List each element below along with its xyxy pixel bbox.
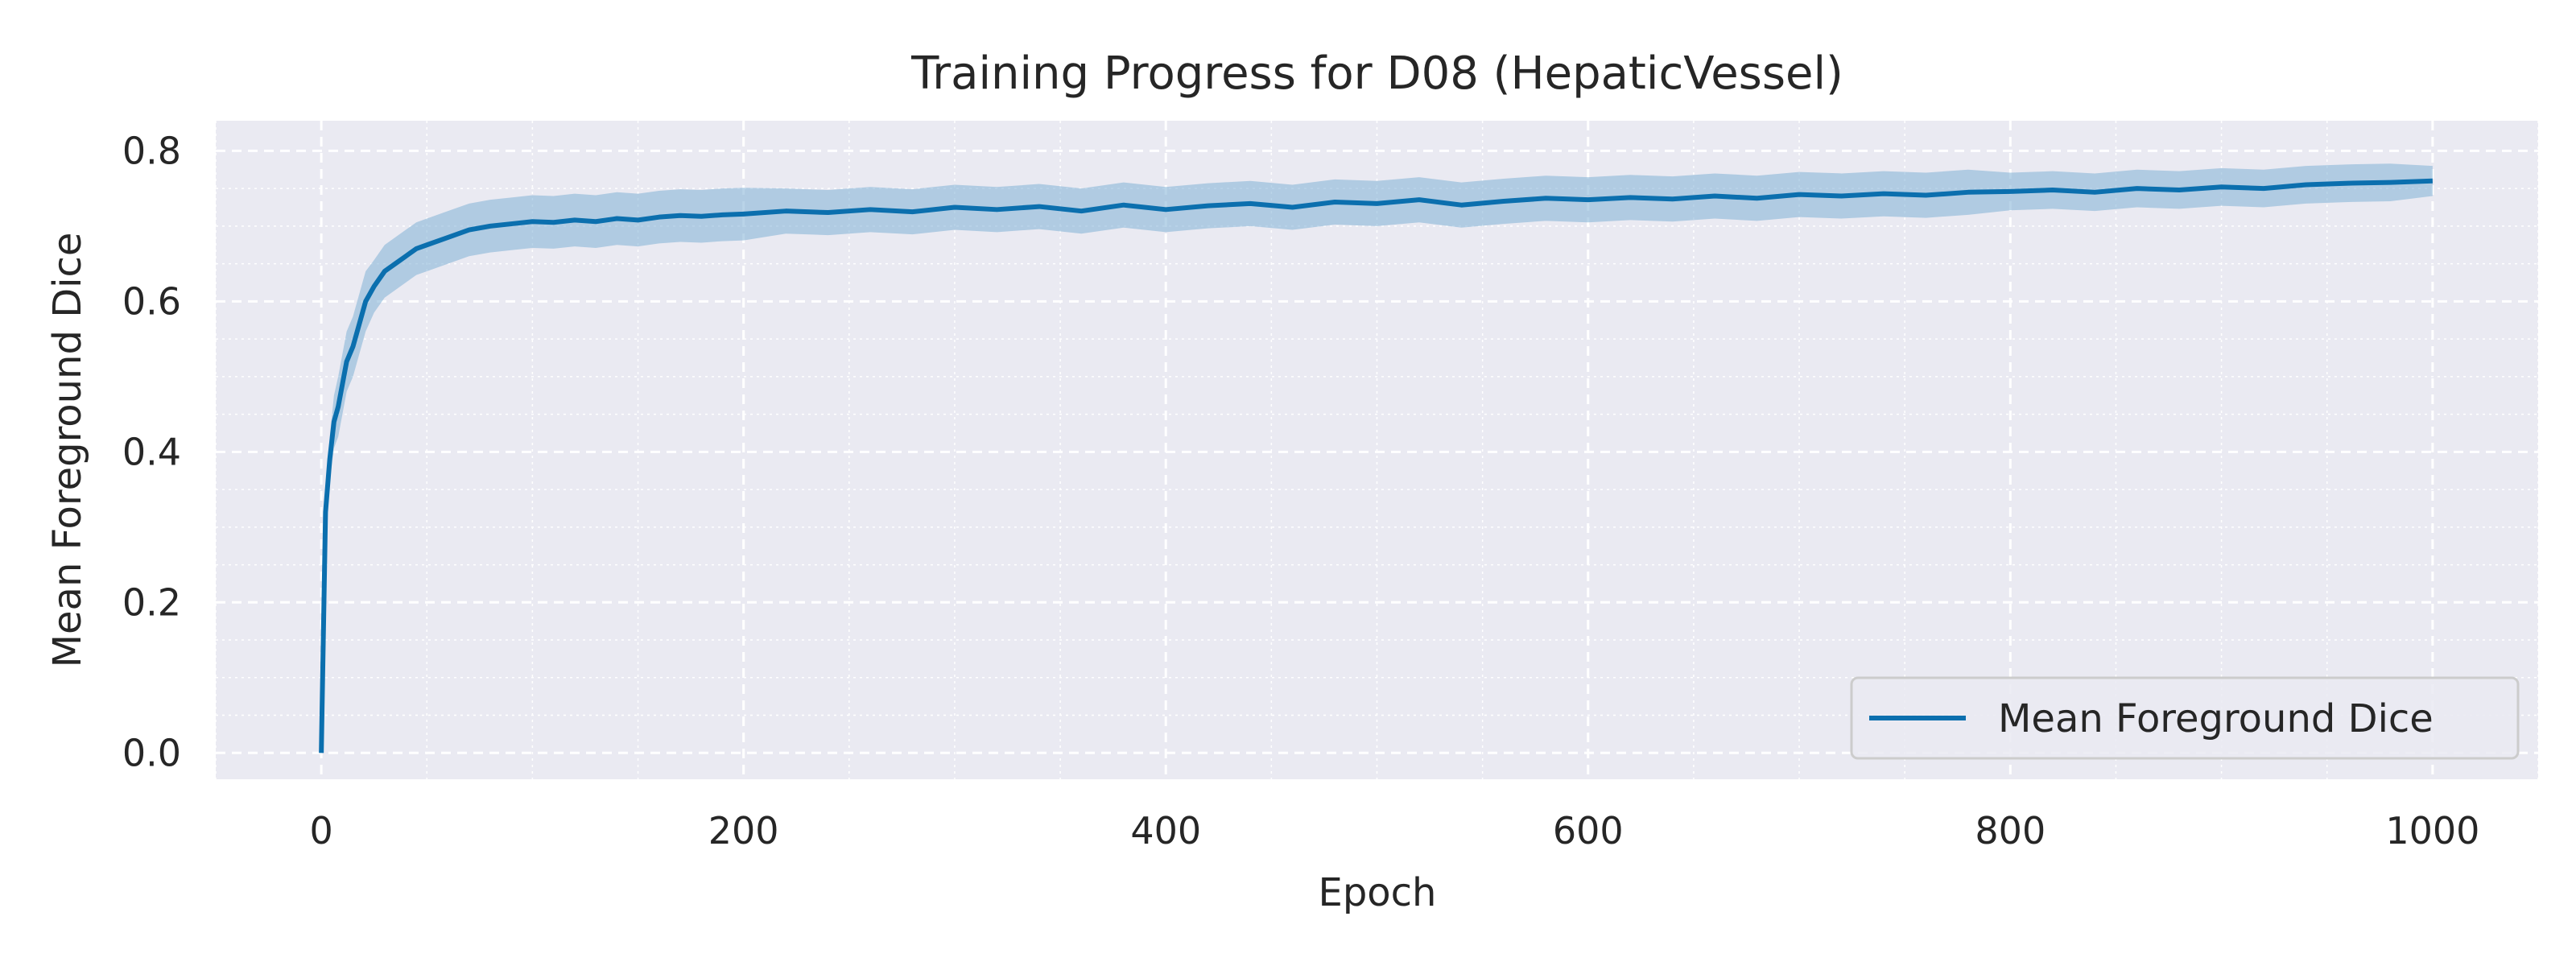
y-tick-label: 0.2 [122,580,181,624]
legend-label: Mean Foreground Dice [1998,696,2434,741]
x-tick-label: 200 [708,809,779,852]
y-tick-label: 0.8 [122,129,181,172]
x-tick-label: 0 [309,809,332,852]
legend: Mean Foreground Dice [1850,676,2520,760]
y-tick-label: 0.6 [122,279,181,323]
y-tick-labels: 0.0 0.2 0.4 0.6 0.8 [122,129,181,774]
series-line [319,178,2433,753]
x-tick-label: 800 [1975,809,2046,852]
major-grid [216,121,2538,779]
x-tick-labels: 0 200 400 600 800 1000 [309,809,2479,852]
chart-title: Training Progress for D08 (HepaticVessel… [910,47,1843,100]
x-tick-label: 600 [1553,809,1624,852]
x-tick-label: 1000 [2385,809,2479,852]
y-tick-label: 0.4 [122,430,181,473]
series-group [319,163,2433,753]
x-tick-label: 400 [1130,809,1201,852]
y-axis-label: Mean Foreground Dice [45,233,90,668]
y-tick-label: 0.0 [122,731,181,774]
x-axis-label: Epoch [1319,870,1437,915]
legend-box [1850,676,2520,760]
